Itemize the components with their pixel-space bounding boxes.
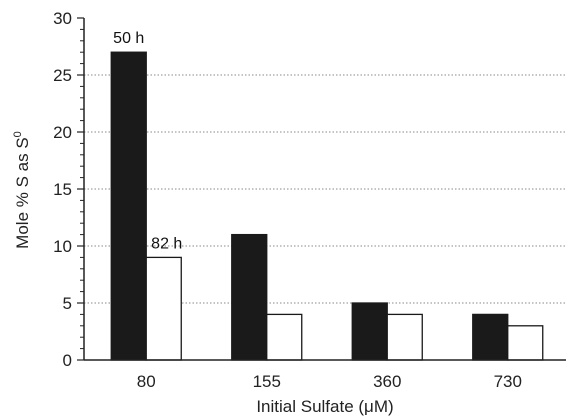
bar-series-2-730 [507, 325, 544, 361]
bar-series-1-80 [110, 51, 147, 361]
x-tick-labels: 80 155 360 730 [137, 372, 522, 391]
annotation-label: 82 h [151, 235, 182, 252]
y-tick-label: 30 [53, 9, 72, 28]
bar-series-1-730 [472, 313, 509, 361]
y-tick-labels: 0 5 10 15 20 25 30 [53, 9, 72, 370]
x-axis-title: Initial Sulfate (μM) [256, 397, 393, 416]
annotations: 50 h 82 h [113, 30, 182, 252]
bar-series-2-80 [145, 256, 182, 361]
bars [110, 51, 544, 361]
bar-series-1-360 [351, 302, 388, 361]
y-tick-label: 0 [63, 351, 72, 370]
y-axis-title-text: Mole % S as S [13, 137, 32, 249]
bar-series-2-360 [386, 313, 423, 361]
y-tick-label: 25 [53, 66, 72, 85]
y-tick-label: 20 [53, 123, 72, 142]
bar-series-1-155 [231, 233, 268, 361]
y-tick-label: 10 [53, 237, 72, 256]
bar-series-2-155 [266, 313, 303, 361]
y-tick-label: 5 [63, 294, 72, 313]
axes [77, 17, 566, 361]
x-tick-label: 730 [494, 372, 522, 391]
x-tick-label: 155 [253, 372, 281, 391]
y-tick-label: 15 [53, 180, 72, 199]
x-tick-label: 80 [137, 372, 156, 391]
x-tick-label: 360 [373, 372, 401, 391]
annotation-label: 50 h [113, 30, 144, 47]
y-axis-title: Mole % S as S0 [12, 131, 32, 249]
y-axis-title-superscript: 0 [12, 131, 24, 137]
